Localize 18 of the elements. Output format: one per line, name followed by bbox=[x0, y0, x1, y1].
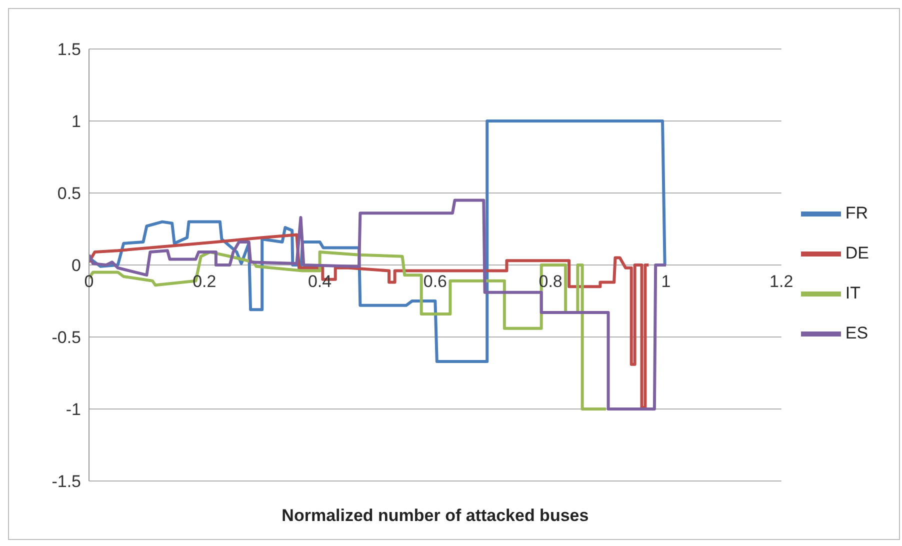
legend-label: FR bbox=[845, 203, 868, 222]
legend-label: ES bbox=[845, 323, 868, 342]
x-tick-label: 0 bbox=[84, 272, 94, 291]
x-axis-title: Normalized number of attacked buses bbox=[282, 506, 589, 525]
x-tick-label: 1 bbox=[661, 272, 671, 291]
y-tick-label: 0.5 bbox=[57, 184, 81, 204]
y-tick-label: 1.5 bbox=[57, 40, 81, 60]
x-tick-label: 0.4 bbox=[308, 272, 332, 291]
y-tick-label: -1 bbox=[66, 400, 81, 420]
y-tick-label: 1 bbox=[72, 112, 81, 132]
legend-label: DE bbox=[845, 243, 869, 262]
x-tick-label: 0.2 bbox=[192, 272, 216, 291]
y-tick-label: -1.5 bbox=[52, 472, 81, 492]
y-tick-label: 0 bbox=[72, 256, 81, 276]
x-tick-label: 0.6 bbox=[423, 272, 448, 291]
y-tick-label: -0.5 bbox=[52, 328, 81, 348]
x-tick-label: 1.2 bbox=[770, 272, 794, 291]
legend-label: IT bbox=[845, 283, 860, 302]
